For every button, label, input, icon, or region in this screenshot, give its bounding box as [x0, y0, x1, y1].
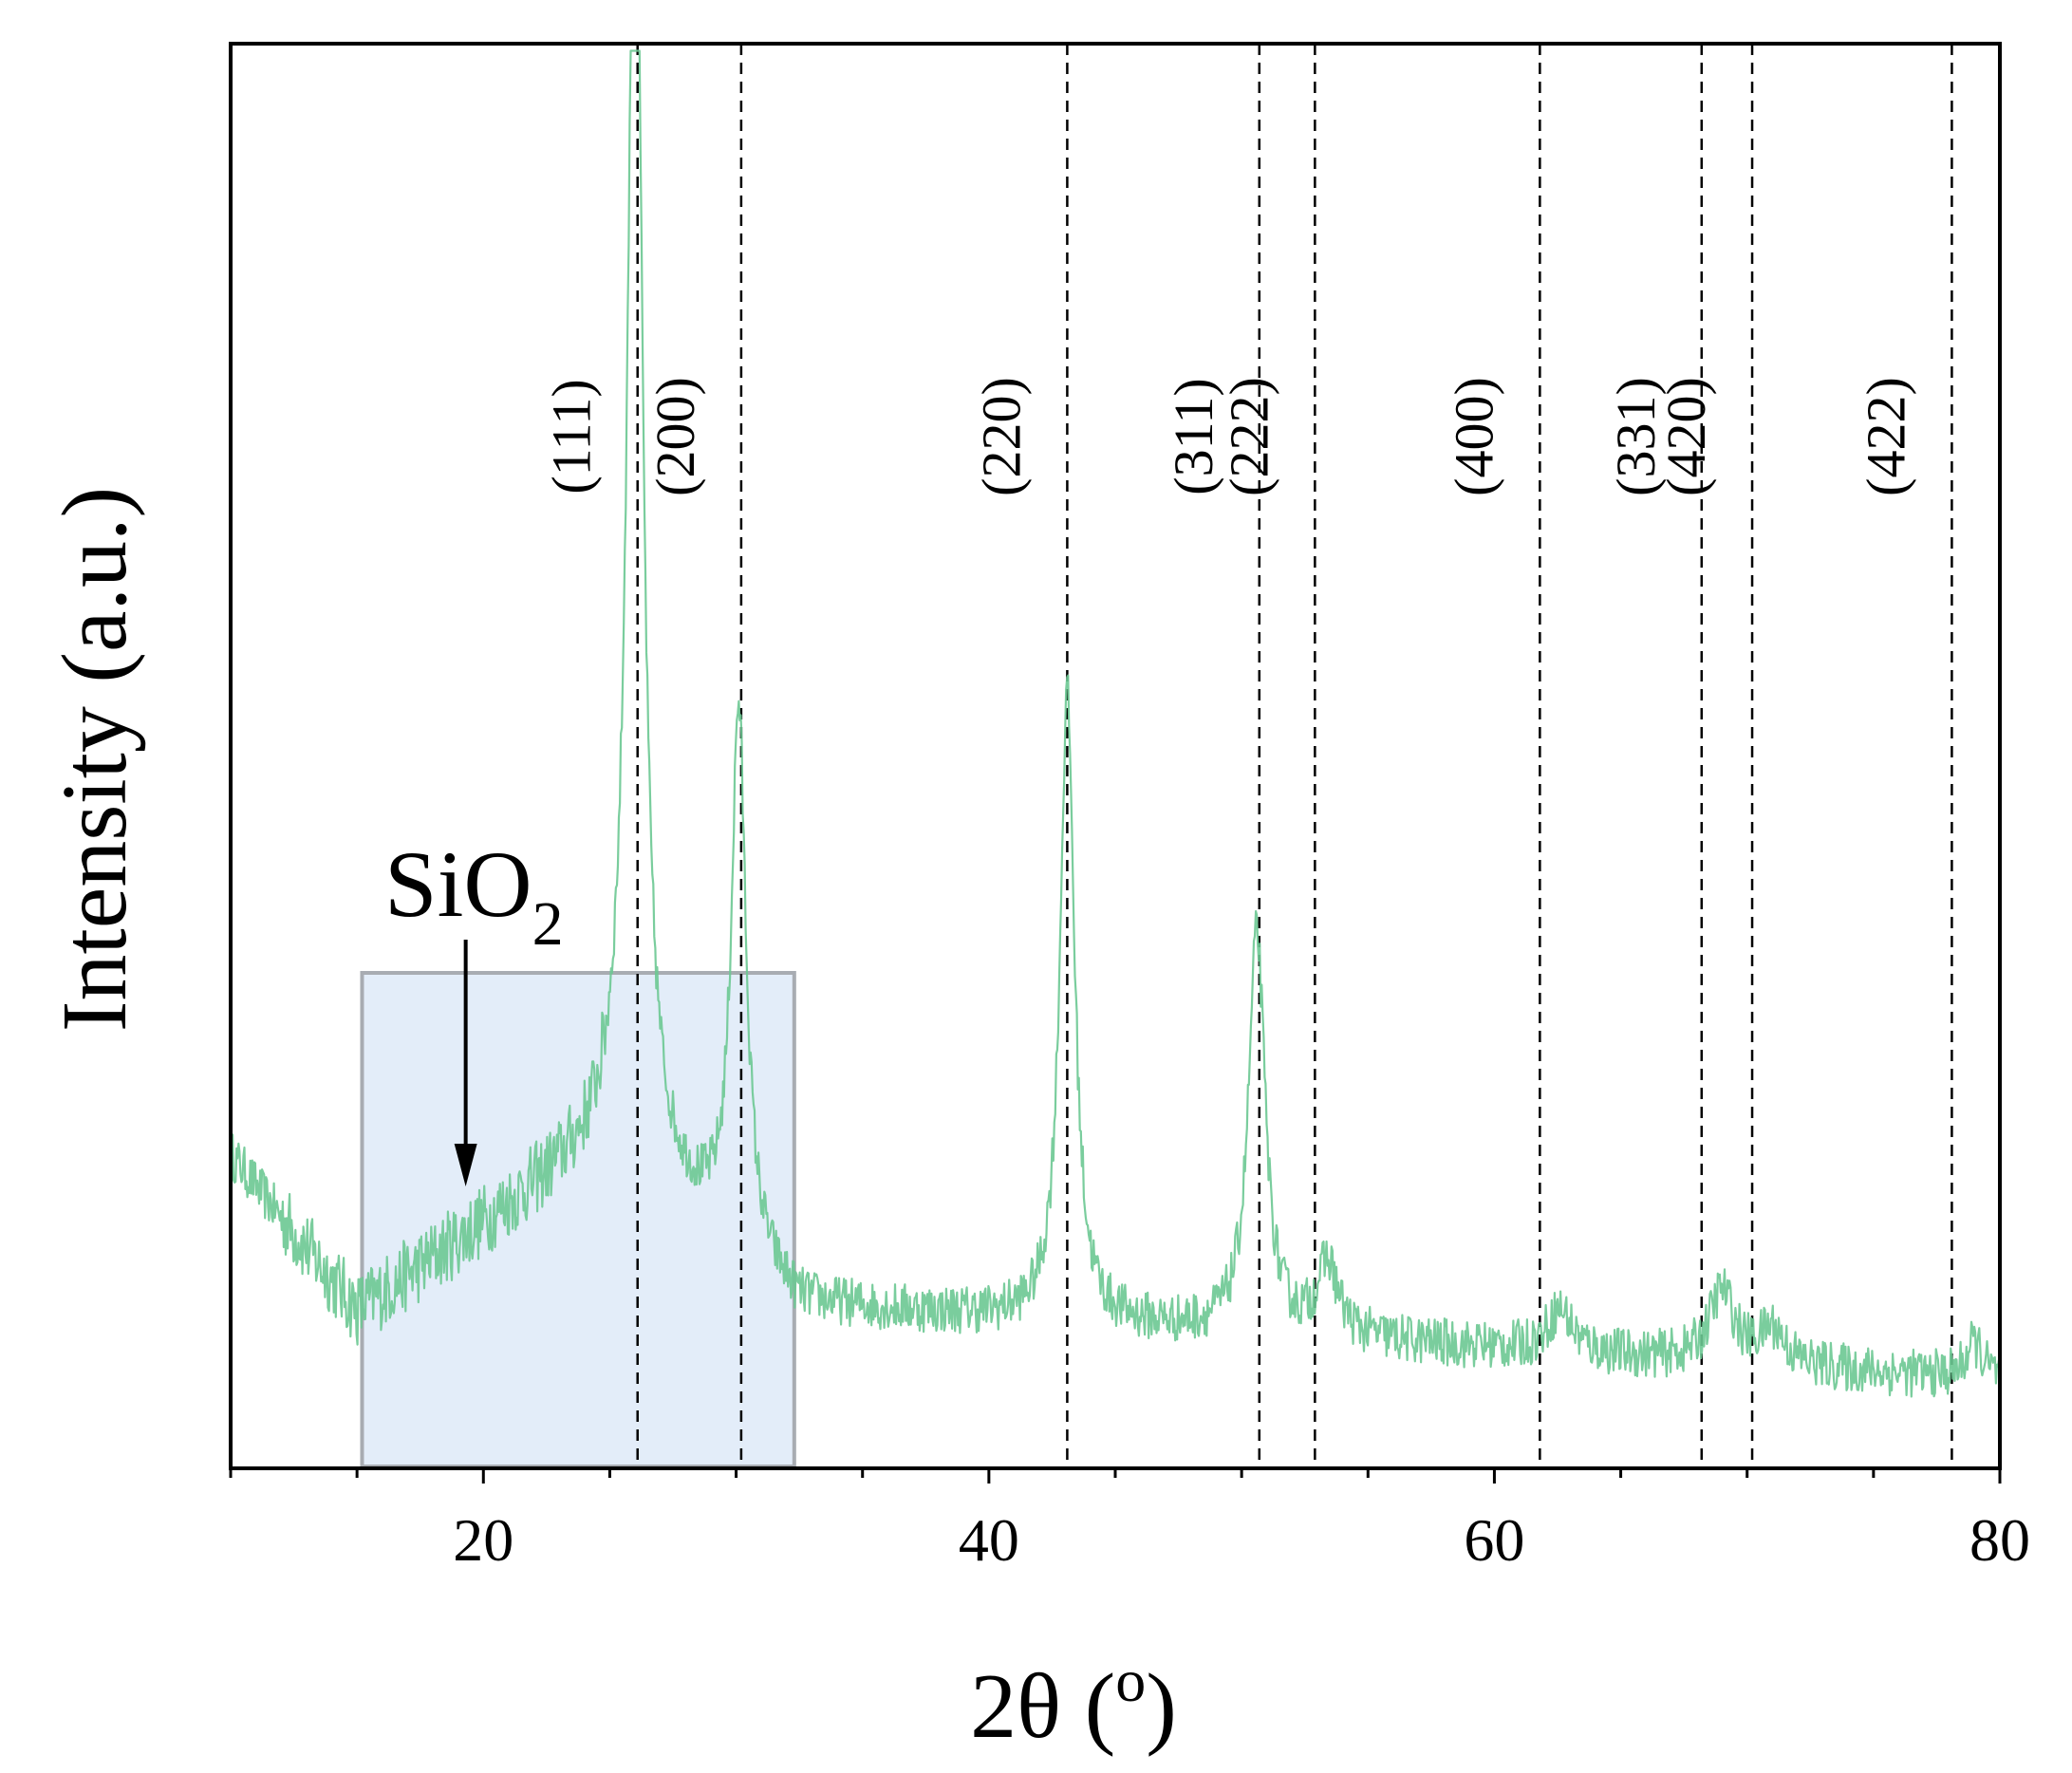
x-axis-label-main: 2θ (	[970, 1655, 1115, 1758]
x-axis-label-close: )	[1146, 1655, 1177, 1758]
x-tick-label: 20	[453, 1506, 513, 1574]
x-tick-label: 60	[1464, 1506, 1524, 1574]
sio2-annotation: SiO2	[384, 831, 564, 1186]
peak-label: (111)	[541, 379, 603, 494]
x-axis-label-unit: o	[1115, 1647, 1146, 1714]
peak-label: (222)	[1218, 377, 1279, 496]
x-tick-label: 40	[959, 1506, 1019, 1574]
sio2-label: SiO2	[384, 831, 564, 959]
peak-label: (331)	[1605, 377, 1667, 496]
peak-label: (422)	[1855, 377, 1916, 496]
xrd-pattern-line	[229, 49, 2002, 1398]
sio2-highlight-region	[360, 971, 796, 1468]
peak-label: (420)	[1655, 377, 1717, 496]
peak-label: (311)	[1163, 378, 1224, 495]
peak-labels: (111) (200) (220) (311)(222) (400) (331)(420)…	[541, 377, 1917, 496]
reference-lines	[636, 44, 1953, 1468]
x-axis-ticks: 20 40 60 80	[229, 1468, 2030, 1574]
peak-label: (220)	[970, 377, 1032, 496]
y-axis-label: Intensity (a.u.)	[44, 487, 146, 1032]
peak-label: (400)	[1443, 377, 1504, 496]
x-tick-label: 80	[1969, 1506, 2030, 1574]
x-axis-label: 2θ (o)	[970, 1647, 1177, 1758]
sio2-arrow-head	[454, 1144, 477, 1186]
peak-label: (200)	[644, 377, 706, 496]
